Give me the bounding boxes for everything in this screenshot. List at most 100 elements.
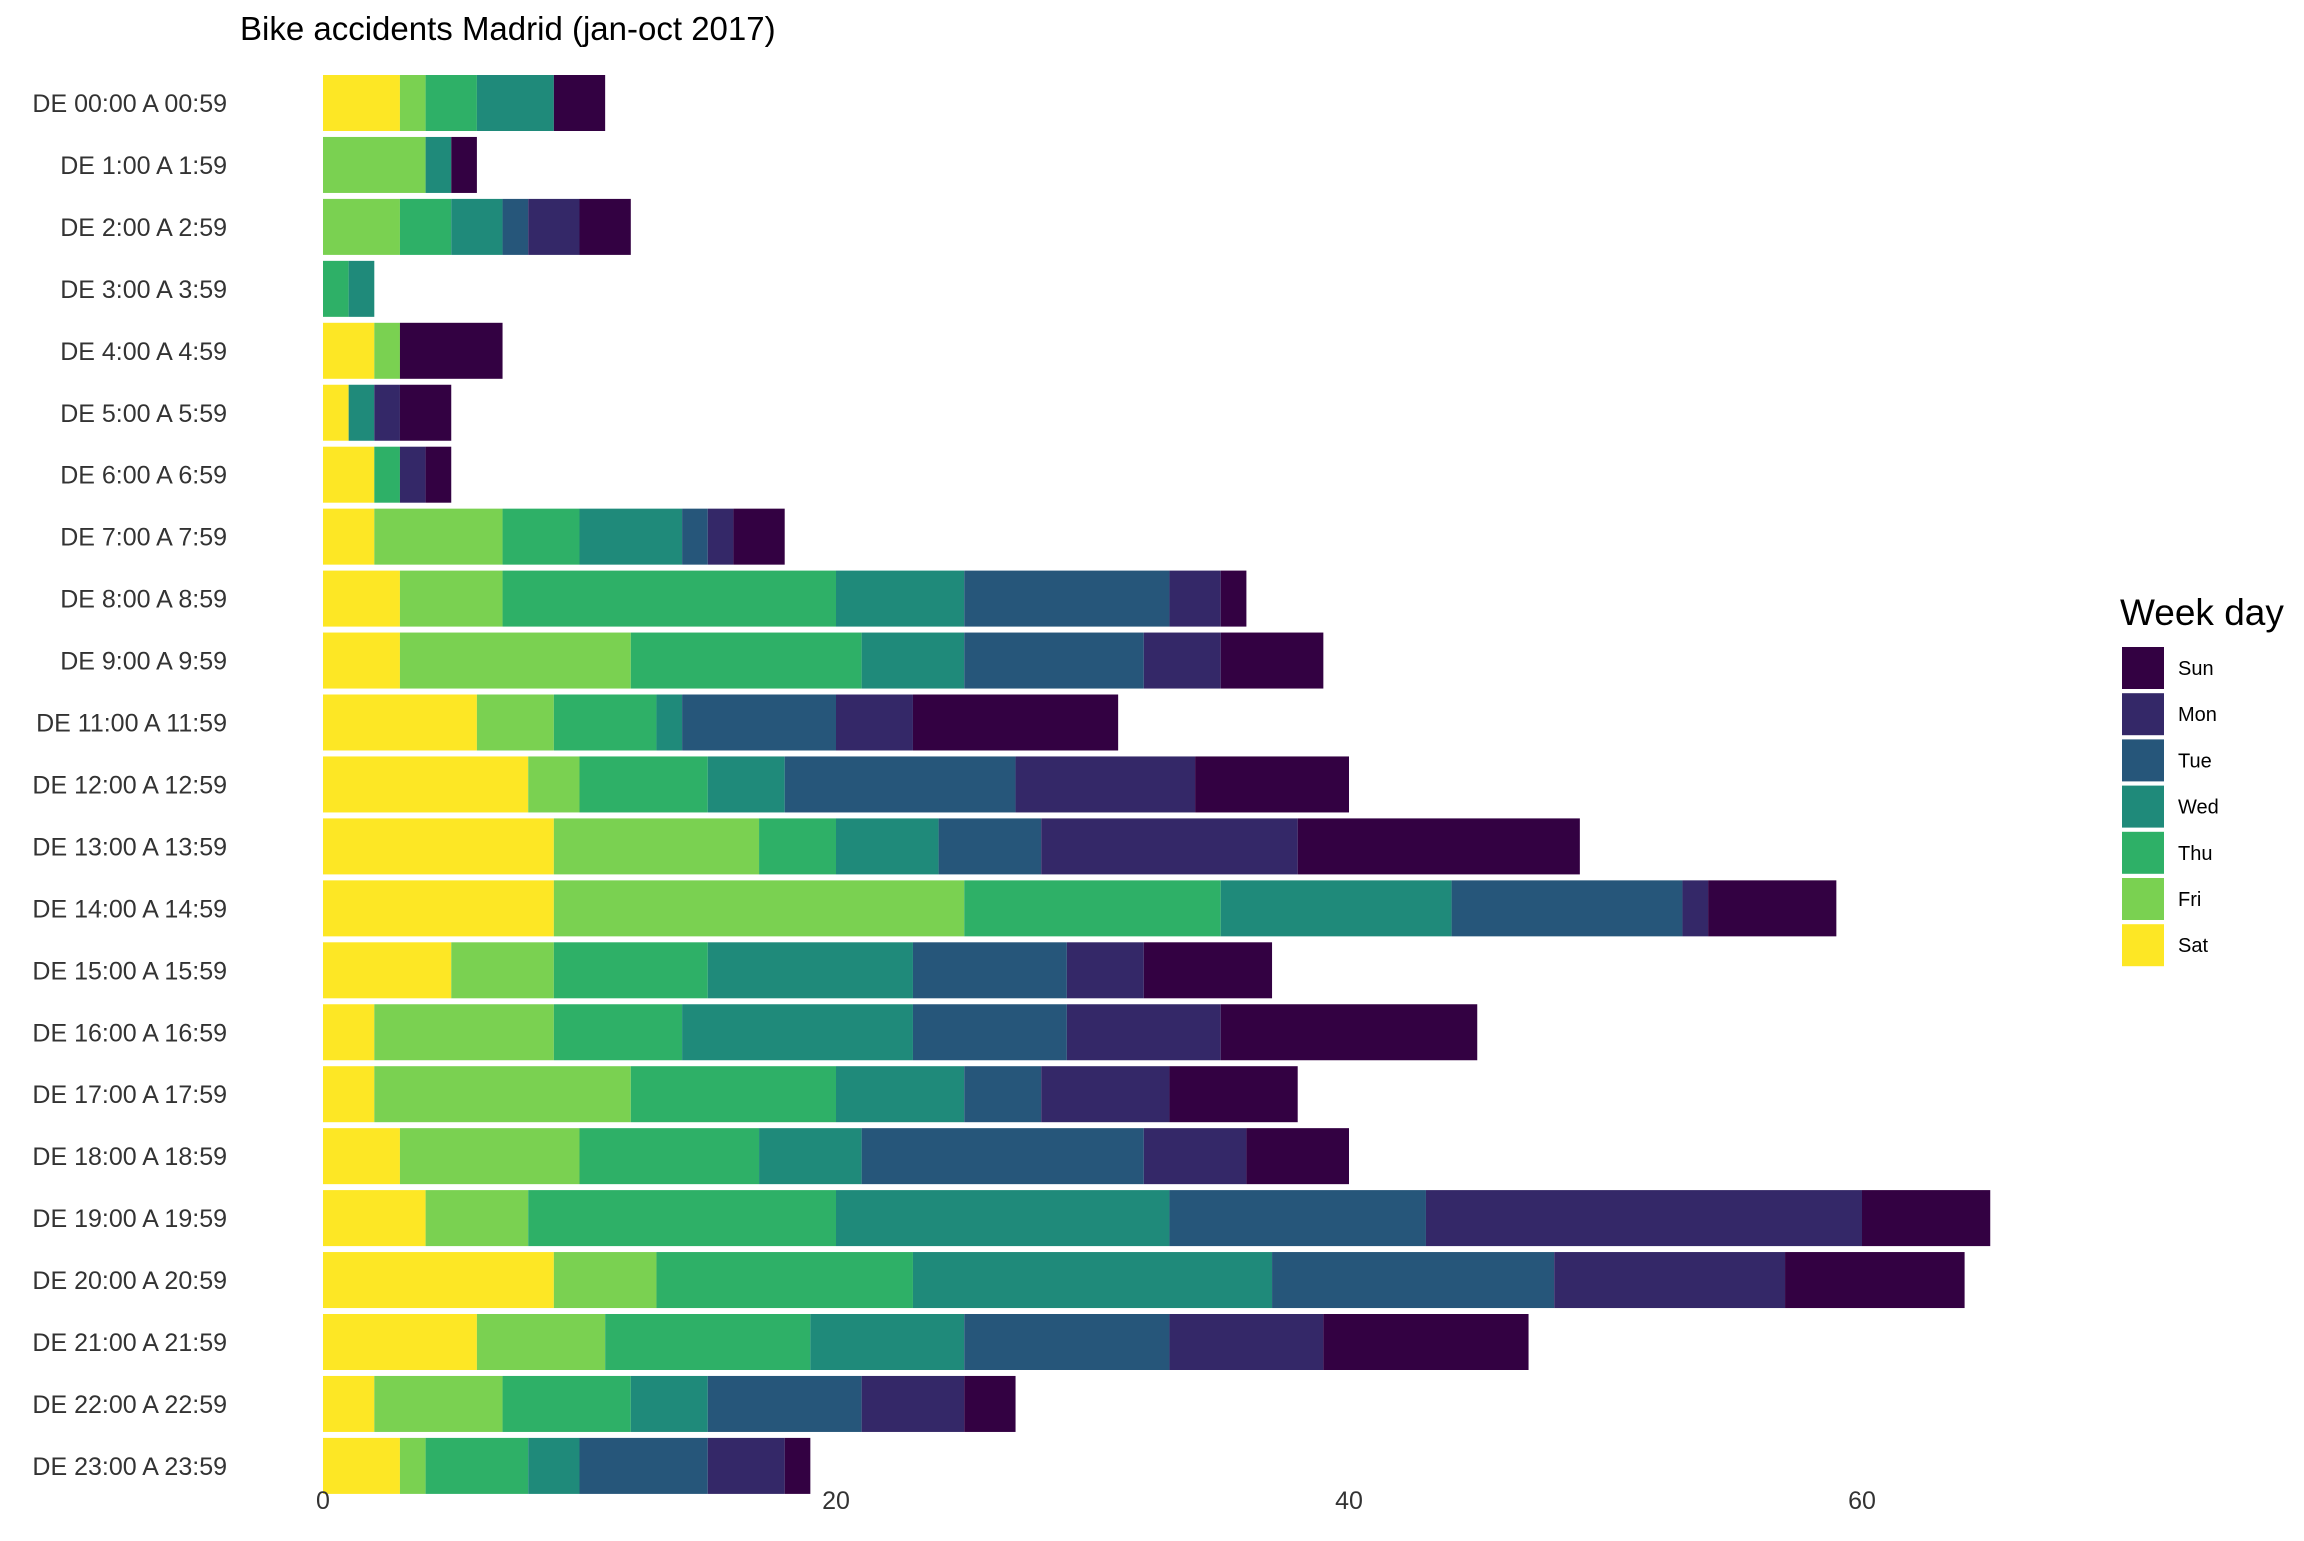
bar-segment-fri-de-16-00-a-16-59 xyxy=(374,1004,554,1061)
bar-segment-fri-de-11-00-a-11-59 xyxy=(476,694,554,751)
bar-segment-mon-de-9-00-a-9-59 xyxy=(1143,632,1221,689)
x-tick-label-20: 20 xyxy=(822,1487,850,1515)
legend-swatch-thu xyxy=(2122,831,2164,874)
bar-segment-wed-de-19-00-a-19-59 xyxy=(836,1190,1170,1247)
bar-segment-fri-de-19-00-a-19-59 xyxy=(425,1190,529,1247)
x-tick-label-0: 0 xyxy=(316,1487,330,1515)
y-tick-label-de-4-00-a-4-59: DE 4:00 A 4:59 xyxy=(60,338,227,366)
bar-segment-sun-de-22-00-a-22-59 xyxy=(964,1375,1016,1432)
bar-segment-sat-de-19-00-a-19-59 xyxy=(323,1190,426,1247)
bar-segment-mon-de-7-00-a-7-59 xyxy=(707,508,734,565)
bar-segment-sun-de-17-00-a-17-59 xyxy=(1169,1066,1298,1123)
bar-segment-sun-de-21-00-a-21-59 xyxy=(1323,1314,1529,1370)
y-tick-label-de-13-00-a-13-59: DE 13:00 A 13:59 xyxy=(32,833,227,861)
bar-segment-tue-de-21-00-a-21-59 xyxy=(964,1314,1170,1370)
bar-segment-sat-de-16-00-a-16-59 xyxy=(323,1004,375,1061)
x-tick-label-60: 60 xyxy=(1848,1487,1876,1515)
bar-segment-sat-de-12-00-a-12-59 xyxy=(323,756,529,813)
bar-segment-mon-de-19-00-a-19-59 xyxy=(1425,1190,1862,1247)
bar-segment-sat-de-14-00-a-14-59 xyxy=(323,880,554,937)
bar-segment-tue-de-22-00-a-22-59 xyxy=(707,1375,862,1432)
bar-segment-wed-de-11-00-a-11-59 xyxy=(656,694,683,751)
bar-segment-wed-de-22-00-a-22-59 xyxy=(630,1375,708,1432)
bar-segment-thu-de-21-00-a-21-59 xyxy=(605,1314,811,1370)
bar-segment-sat-de-15-00-a-15-59 xyxy=(323,942,452,999)
bar-segment-wed-de-2-00-a-2-59 xyxy=(451,198,503,255)
y-tick-labels: DE 00:00 A 00:59 DE 1:00 A 1:59 DE 2:00 A … xyxy=(32,90,227,1481)
chart-title: Bike accidents Madrid (jan-oct 2017) xyxy=(240,10,776,47)
bar-segment-wed-de-5-00-a-5-59 xyxy=(348,384,375,441)
y-tick-label-de-16-00-a-16-59: DE 16:00 A 16:59 xyxy=(32,1019,227,1047)
bar-segment-tue-de-18-00-a-18-59 xyxy=(861,1128,1144,1185)
y-tick-label-de-15-00-a-15-59: DE 15:00 A 15:59 xyxy=(32,957,227,985)
legend-label-mon: Mon xyxy=(2178,704,2217,726)
bar-segment-mon-de-2-00-a-2-59 xyxy=(528,198,580,255)
legend-swatch-wed xyxy=(2122,785,2164,828)
bar-segment-sun-de-8-00-a-8-59 xyxy=(1220,570,1247,627)
bar-segment-mon-de-23-00-a-23-59 xyxy=(707,1437,785,1494)
bar-segment-sat-de-7-00-a-7-59 xyxy=(323,508,375,565)
bar-segment-mon-de-11-00-a-11-59 xyxy=(836,694,913,751)
bar-segment-wed-de-12-00-a-12-59 xyxy=(707,756,785,813)
bar-segment-sun-de-19-00-a-19-59 xyxy=(1862,1190,1991,1247)
x-tick-label-40: 40 xyxy=(1335,1487,1363,1515)
bar-segment-thu-de-23-00-a-23-59 xyxy=(425,1437,529,1494)
bar-segment-fri-de-17-00-a-17-59 xyxy=(374,1066,631,1123)
legend: Week day Sun Mon Tue Wed Thu Fri Sat xyxy=(2120,592,2284,967)
bar-segment-thu-de-16-00-a-16-59 xyxy=(553,1004,683,1061)
bar-segment-tue-de-2-00-a-2-59 xyxy=(502,198,529,255)
bar-segment-thu-de-7-00-a-7-59 xyxy=(502,508,580,565)
bar-segment-mon-de-15-00-a-15-59 xyxy=(1066,942,1144,999)
bar-segment-thu-de-19-00-a-19-59 xyxy=(528,1190,836,1247)
bar-segment-sat-de-6-00-a-6-59 xyxy=(323,446,375,503)
bar-segment-sun-de-11-00-a-11-59 xyxy=(912,694,1119,751)
legend-swatch-mon xyxy=(2122,693,2164,736)
bar-segment-thu-de-13-00-a-13-59 xyxy=(759,818,836,875)
y-tick-label-de-2-00-a-2-59: DE 2:00 A 2:59 xyxy=(60,214,227,242)
bar-segment-sun-de-1-00-a-1-59 xyxy=(451,136,477,193)
bar-segment-mon-de-22-00-a-22-59 xyxy=(861,1375,965,1432)
bar-segment-wed-de-8-00-a-8-59 xyxy=(836,570,965,627)
bar-segment-sun-de-23-00-a-23-59 xyxy=(784,1437,811,1494)
bar-segment-sat-de-8-00-a-8-59 xyxy=(323,570,400,627)
bar-segment-wed-de-20-00-a-20-59 xyxy=(912,1252,1273,1309)
bar-segment-thu-de-12-00-a-12-59 xyxy=(579,756,708,813)
bar-segment-wed-de-17-00-a-17-59 xyxy=(836,1066,965,1123)
y-tick-label-de-23-00-a-23-59: DE 23:00 A 23:59 xyxy=(32,1453,227,1481)
bar-segment-sun-de-13-00-a-13-59 xyxy=(1297,818,1580,875)
y-tick-label-de-1-00-a-1-59: DE 1:00 A 1:59 xyxy=(60,152,227,180)
bar-segment-sun-de-14-00-a-14-59 xyxy=(1708,880,1837,937)
legend-swatch-tue xyxy=(2122,739,2164,782)
legend-title: Week day xyxy=(2120,592,2284,633)
bar-segment-tue-de-19-00-a-19-59 xyxy=(1169,1190,1426,1247)
bar-segment-sat-de-4-00-a-4-59 xyxy=(323,322,375,379)
bar-segment-tue-de-15-00-a-15-59 xyxy=(912,942,1067,999)
bar-segment-mon-de-13-00-a-13-59 xyxy=(1041,818,1298,875)
legend-swatch-sun xyxy=(2122,647,2164,689)
y-tick-label-de-14-00-a-14-59: DE 14:00 A 14:59 xyxy=(32,895,227,923)
bar-segment-sun-de-20-00-a-20-59 xyxy=(1785,1252,1965,1309)
bar-segment-sat-de-00-00-a-00-59 xyxy=(323,75,400,131)
legend-label-sun: Sun xyxy=(2178,658,2214,680)
y-tick-label-de-12-00-a-12-59: DE 12:00 A 12:59 xyxy=(32,771,227,799)
bar-segment-fri-de-1-00-a-1-59 xyxy=(323,136,426,193)
bar-segment-sun-de-7-00-a-7-59 xyxy=(733,508,785,565)
bar-segment-thu-de-14-00-a-14-59 xyxy=(964,880,1221,937)
bar-segment-sun-de-12-00-a-12-59 xyxy=(1195,756,1349,813)
bar-segment-sat-de-13-00-a-13-59 xyxy=(323,818,554,875)
bar-segment-sun-de-5-00-a-5-59 xyxy=(399,384,452,441)
bar-segment-mon-de-16-00-a-16-59 xyxy=(1066,1004,1221,1061)
y-tick-label-de-6-00-a-6-59: DE 6:00 A 6:59 xyxy=(60,462,227,490)
bar-segment-sat-de-18-00-a-18-59 xyxy=(323,1128,400,1185)
bar-segment-sun-de-6-00-a-6-59 xyxy=(425,446,452,503)
y-tick-label-de-22-00-a-22-59: DE 22:00 A 22:59 xyxy=(32,1391,227,1419)
bars-layer xyxy=(323,75,1991,1494)
bar-segment-wed-de-21-00-a-21-59 xyxy=(810,1314,965,1370)
bar-segment-wed-de-9-00-a-9-59 xyxy=(861,632,965,689)
bar-segment-fri-de-21-00-a-21-59 xyxy=(476,1314,606,1370)
y-tick-label-de-00-00-a-00-59: DE 00:00 A 00:59 xyxy=(32,90,227,118)
legend-label-sat: Sat xyxy=(2178,935,2208,957)
bar-segment-fri-de-12-00-a-12-59 xyxy=(528,756,580,813)
bar-segment-fri-de-15-00-a-15-59 xyxy=(451,942,554,999)
